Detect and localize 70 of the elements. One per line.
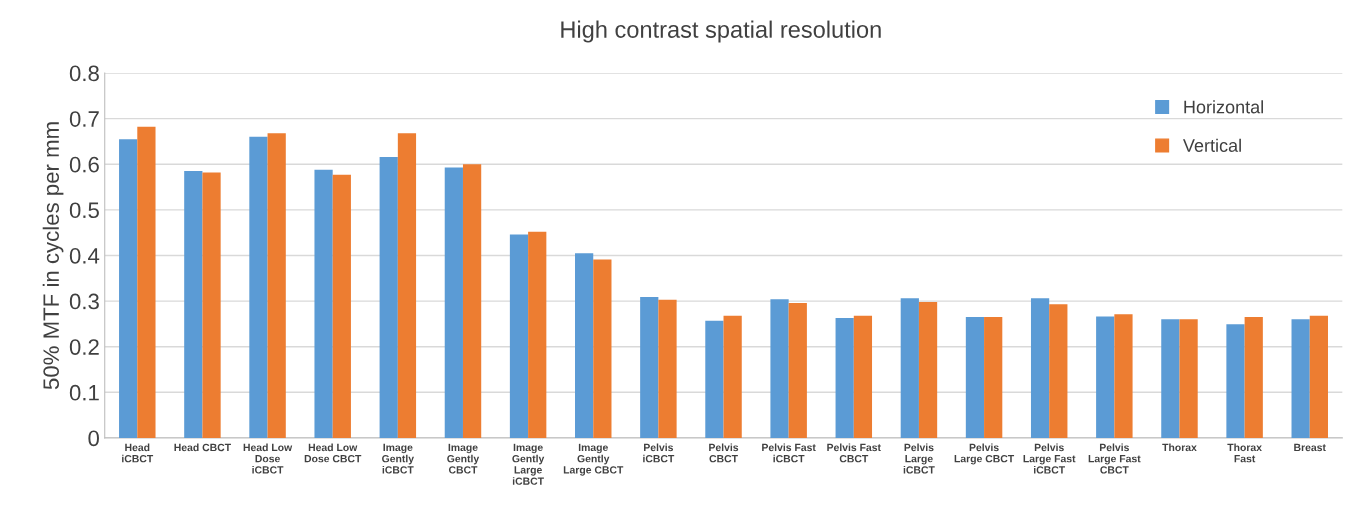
bar — [119, 139, 138, 438]
y-tick-label: 0.6 — [69, 156, 99, 173]
x-tick-label: Pelvis Large iCBCT — [903, 443, 935, 474]
bar — [918, 301, 938, 438]
y-tick-label: 0.5 — [69, 202, 99, 219]
x-tick-label: Pelvis Fast iCBCT — [762, 443, 816, 463]
x-tick-label: Image Gently iCBCT — [382, 443, 414, 474]
bar — [397, 133, 417, 438]
x-tick-label: Pelvis Large Fast CBCT — [1088, 443, 1141, 474]
y-tick-label: 0.3 — [69, 293, 99, 310]
bar — [332, 174, 351, 438]
bar — [137, 126, 156, 438]
bar — [1291, 319, 1310, 438]
bar — [658, 299, 677, 438]
bar — [1030, 298, 1050, 438]
bar — [1226, 324, 1245, 438]
y-tick-label: 0.7 — [69, 111, 99, 127]
x-tick-label: Image Gently Large iCBCT — [512, 443, 545, 485]
x-tick-label: Thorax — [1162, 443, 1197, 452]
x-tick-label: Pelvis Fast CBCT — [827, 443, 881, 463]
y-axis-title: 50% MTF in cycles per mm — [42, 122, 64, 390]
bar — [900, 298, 919, 438]
chart-title: High contrast spatial resolution — [561, 20, 881, 43]
bar — [984, 317, 1003, 438]
bar — [267, 133, 286, 438]
bar — [705, 320, 724, 438]
bar — [965, 317, 985, 438]
bar — [444, 167, 463, 438]
bar — [379, 156, 398, 438]
bar — [575, 253, 594, 438]
bar — [1161, 319, 1180, 438]
x-tick-label: Pelvis iCBCT — [643, 443, 675, 463]
x-tick-label: Pelvis Large CBCT — [954, 443, 1015, 465]
x-tick-label: Image Gently CBCT — [447, 443, 480, 474]
y-tick-label: 0.4 — [69, 247, 100, 264]
x-tick-label: Pelvis CBCT — [709, 443, 739, 463]
bar — [770, 299, 789, 438]
legend-label: Horizontal — [1184, 100, 1263, 114]
y-tick-label: 0.2 — [69, 339, 99, 355]
bar — [853, 315, 873, 438]
bar — [202, 172, 221, 438]
y-tick-label: 0.8 — [69, 65, 99, 82]
bar — [640, 296, 659, 438]
bar — [835, 317, 854, 438]
bar — [1096, 316, 1115, 438]
bar — [788, 302, 807, 438]
x-tick-label: Pelvis Large Fast iCBCT — [1023, 443, 1076, 474]
bar — [462, 164, 482, 438]
y-tick-label: 0.1 — [69, 384, 99, 401]
bar — [184, 171, 203, 438]
x-tick-label: Image Gently Large CBCT — [563, 443, 624, 476]
bar — [1309, 315, 1328, 438]
bar — [1114, 314, 1133, 438]
bar — [249, 136, 268, 438]
x-tick-label: Head Low Dose iCBCT — [243, 443, 293, 474]
x-tick-label: Breast — [1294, 443, 1326, 452]
bar — [1179, 319, 1198, 438]
bar — [1244, 317, 1263, 438]
x-tick-label: Head iCBCT — [122, 443, 154, 463]
legend-label: Vertical — [1182, 138, 1241, 152]
bar — [723, 315, 742, 438]
bar — [509, 234, 529, 438]
y-tick-label: 0 — [88, 430, 99, 447]
bar — [1049, 304, 1068, 438]
bar — [593, 259, 612, 438]
bar — [528, 231, 547, 438]
x-tick-label: Head Low Dose CBCT — [304, 443, 362, 463]
x-tick-label: Thorax Fast — [1227, 443, 1262, 463]
bar — [314, 169, 333, 438]
x-tick-label: Head CBCT — [174, 443, 231, 452]
